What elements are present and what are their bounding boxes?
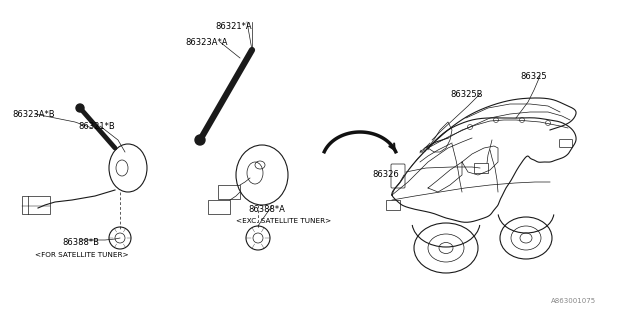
- Text: A863001075: A863001075: [551, 298, 596, 304]
- Text: <EXC. SATELLITE TUNER>: <EXC. SATELLITE TUNER>: [236, 218, 332, 224]
- Text: 86388*B: 86388*B: [62, 238, 99, 247]
- Text: 86321*B: 86321*B: [78, 122, 115, 131]
- Circle shape: [76, 104, 84, 112]
- Text: 86325B: 86325B: [450, 90, 483, 99]
- Text: 86326: 86326: [372, 170, 399, 179]
- Text: 86321*A: 86321*A: [215, 22, 252, 31]
- Text: 86323A*B: 86323A*B: [12, 110, 54, 119]
- Text: <FOR SATELLITE TUNER>: <FOR SATELLITE TUNER>: [35, 252, 129, 258]
- Text: 86323A*A: 86323A*A: [185, 38, 227, 47]
- Text: 86325: 86325: [520, 72, 547, 81]
- Text: 86388*A: 86388*A: [248, 205, 285, 214]
- Circle shape: [195, 135, 205, 145]
